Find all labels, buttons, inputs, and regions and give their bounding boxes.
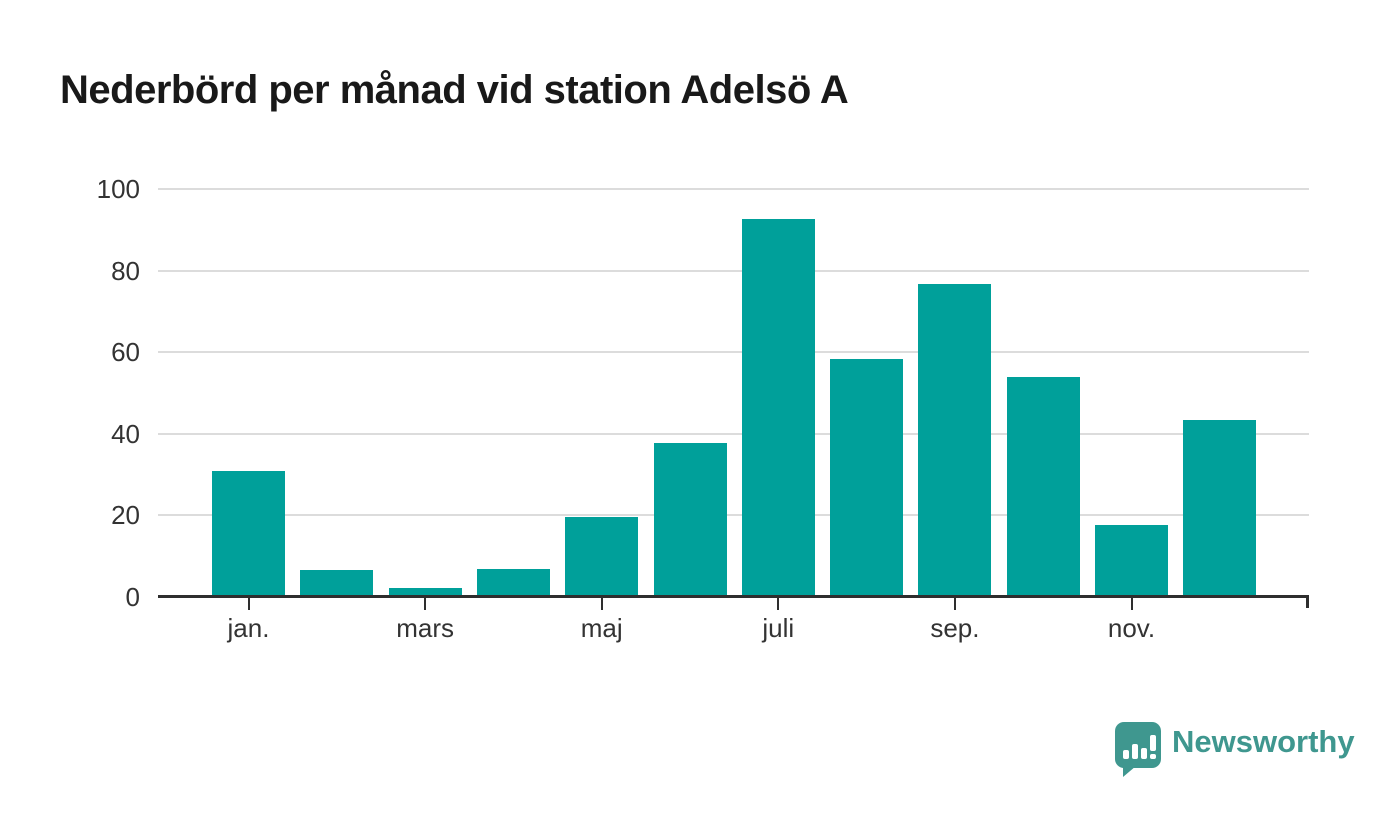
x-axis-line [158,595,1309,598]
x-axis-tick-label: nov. [1107,613,1156,643]
x-axis-tick [953,598,956,610]
bar-month-4 [476,568,550,597]
gridline-y-20 [158,514,1309,517]
y-axis-tick-label: 100 [96,174,140,204]
logo-exclamation-bar [1150,735,1156,751]
y-axis-tick-label: 60 [111,337,140,368]
x-axis-end-tick [1306,595,1309,608]
bar-month-2 [300,570,374,597]
bar-month-5 [565,517,639,597]
x-axis-tick [777,598,780,610]
y-axis-tick-label: 0 [125,582,140,612]
bar-month-1 [212,470,285,597]
gridline-y-80 [158,269,1309,272]
newsworthy-logo-text: Newsworthy [1172,724,1355,759]
x-axis-tick [1130,598,1133,610]
newsworthy-logo: Newsworthy [1115,722,1365,782]
bar-month-12 [1183,419,1257,597]
y-axis-tick-label: 80 [111,255,140,286]
x-axis-tick [247,598,250,610]
bar-month-11 [1095,524,1168,597]
bar-month-7 [741,219,815,597]
bar-month-3 [388,588,462,597]
x-axis-tick-label: maj [580,613,623,643]
logo-bar-3 [1141,748,1147,759]
bar-month-6 [653,443,727,597]
bar-month-10 [1006,377,1080,597]
y-axis-tick-label: 40 [111,418,140,449]
gridline-y-60 [158,351,1309,354]
logo-exclamation-dot [1150,754,1156,759]
bar-month-8 [830,358,904,597]
bar-month-9 [918,284,992,597]
y-axis-tick-label: 20 [111,500,140,531]
newsworthy-logo-icon [1115,722,1161,777]
gridline-y-100 [158,188,1309,190]
x-axis-tick-label: juli [762,613,795,643]
x-axis-tick [600,598,603,610]
logo-bar-2 [1132,744,1138,759]
chart-title: Nederbörd per månad vid station Adelsö A [60,68,849,112]
logo-bubble-tail [1123,766,1136,777]
x-axis-tick-label: sep. [930,613,980,643]
logo-bar-1 [1123,750,1129,759]
gridline-y-40 [158,432,1309,435]
x-axis-tick-label: mars [396,613,454,643]
x-axis-tick [424,598,427,610]
x-axis-tick-label: jan. [227,613,270,643]
